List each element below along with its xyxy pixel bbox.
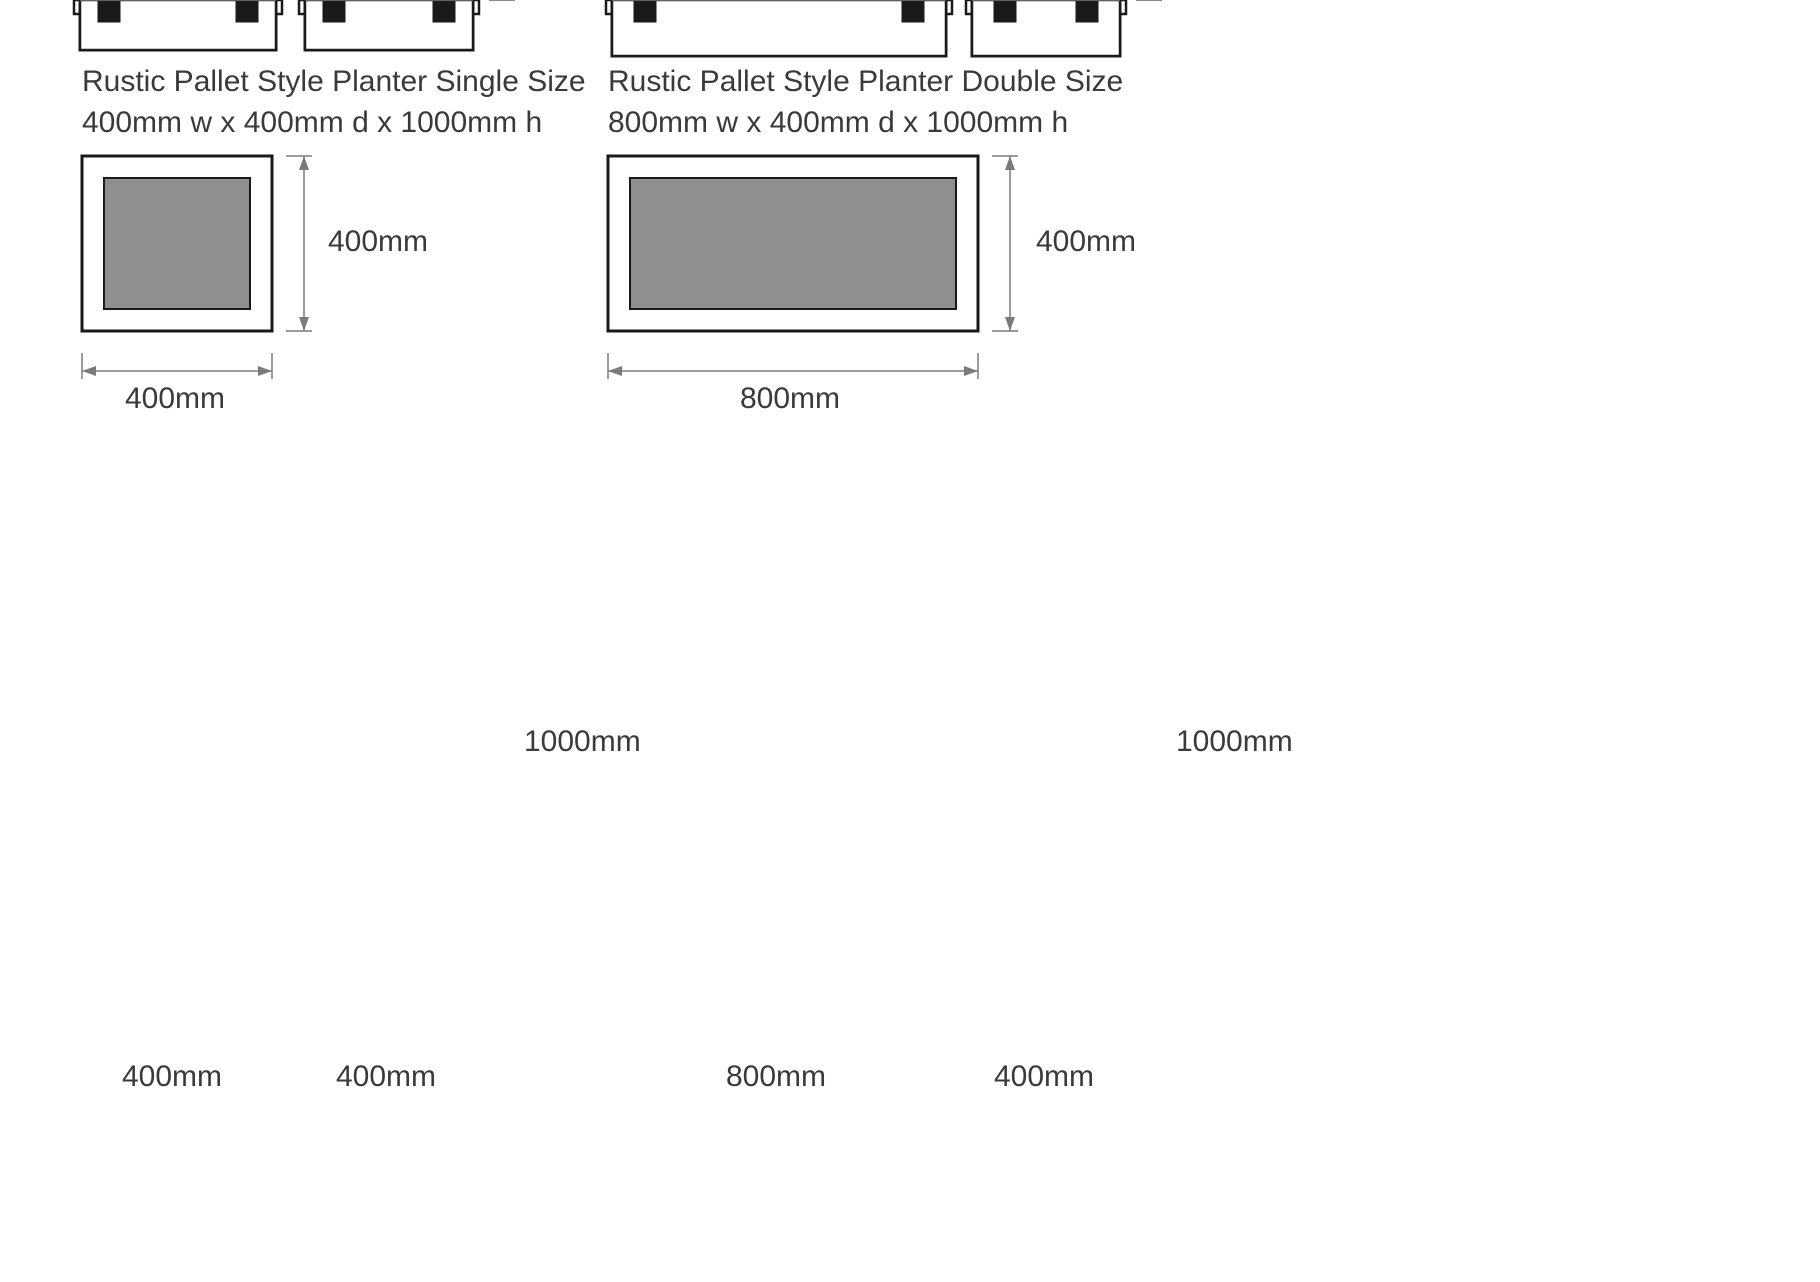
single-side-width-label: 400mm xyxy=(336,1060,436,1094)
single-front-width-label: 400mm xyxy=(122,1060,222,1094)
drawing-svg xyxy=(0,0,1820,1282)
single-top-height-label: 400mm xyxy=(328,225,428,259)
double-side-width-label: 400mm xyxy=(994,1060,1094,1094)
double-top-height-label: 400mm xyxy=(1036,225,1136,259)
double-front-width-label: 800mm xyxy=(726,1060,826,1094)
single-elev-height-label: 1000mm xyxy=(524,725,641,759)
single-top-width-label: 400mm xyxy=(125,382,225,416)
double-top-width-label: 800mm xyxy=(740,382,840,416)
double-elev-height-label: 1000mm xyxy=(1176,725,1293,759)
